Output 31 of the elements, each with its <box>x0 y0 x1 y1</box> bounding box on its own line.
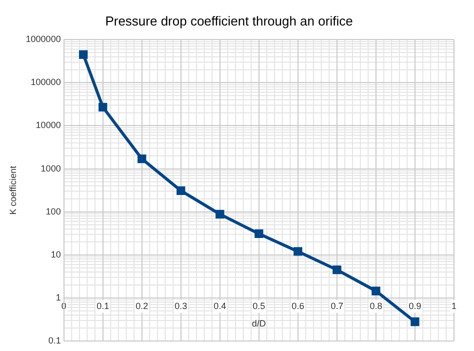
x-tick-label: 0.7 <box>330 300 344 311</box>
point <box>176 186 186 195</box>
x-tick-label: 0.9 <box>408 300 422 311</box>
point <box>98 102 108 112</box>
x-tick-label: 1 <box>451 300 457 311</box>
point <box>254 229 264 238</box>
point <box>294 247 302 256</box>
x-tick-label: 0.6 <box>292 300 304 311</box>
y-tick-label: 100000 <box>30 77 61 88</box>
x-tick-label: 0.1 <box>96 300 110 311</box>
point <box>410 317 420 326</box>
y-axis-title: K coefficient <box>8 165 18 215</box>
point <box>216 210 224 219</box>
x-axis-title: d/D <box>252 318 266 329</box>
chart-title: Pressure drop coefficient through an orifice <box>105 13 353 28</box>
y-tick-label: 1 <box>56 292 61 302</box>
y-tick-label: 1000000 <box>26 34 61 44</box>
x-tick-label: 0.4 <box>214 300 226 311</box>
y-tick-label: 10 <box>50 249 61 260</box>
y-tick-label: 1000 <box>40 163 61 174</box>
y-tick-label: 10000 <box>36 120 61 130</box>
point <box>332 265 342 274</box>
point <box>372 286 380 296</box>
point <box>138 154 146 164</box>
x-tick-label: 0.8 <box>370 300 382 311</box>
x-tick-label: 0.5 <box>252 300 266 311</box>
y-tick-label: 0.1 <box>48 335 61 346</box>
x-tick-label: 0.2 <box>136 300 148 311</box>
point <box>79 50 88 59</box>
x-tick-label: 0.3 <box>174 300 188 311</box>
y-tick-label: 100 <box>46 206 61 216</box>
